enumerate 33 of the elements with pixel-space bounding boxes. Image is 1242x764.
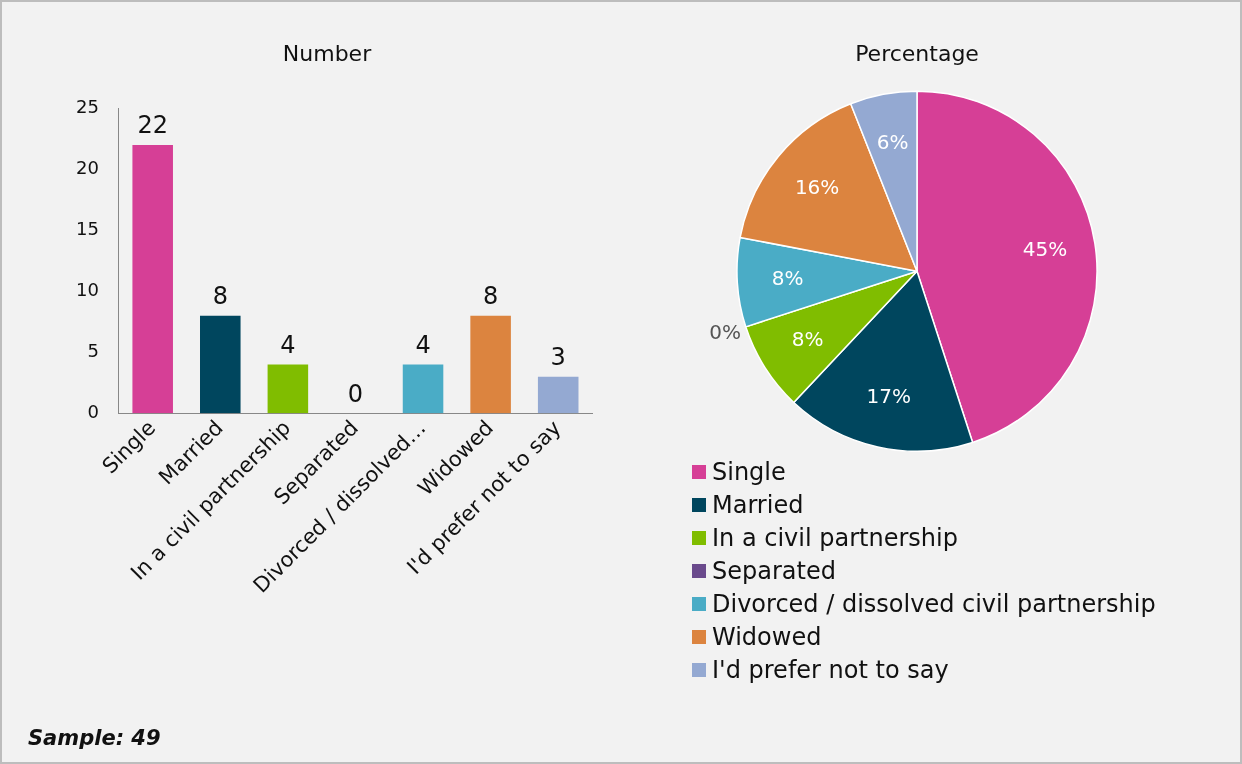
bar [200,315,241,414]
y-tick-label: 5 [87,340,99,362]
data-label: 8 [482,282,499,311]
chart-title: Number [282,40,373,66]
bar [402,364,444,414]
y-tick-label: 25 [76,96,99,118]
legend-label: In a civil partnership [712,524,958,552]
bar [267,364,309,414]
y-tick-label: 10 [76,279,99,301]
data-label: 6% [876,130,909,155]
data-label: 8% [771,265,804,290]
data-label: 3 [550,343,566,372]
chart-title: Percentage [855,40,979,66]
data-label: 22 [137,111,168,140]
data-label: 8 [212,282,228,311]
text: Sample: 49 [28,726,161,750]
y-tick-label: 0 [87,401,99,423]
bar [132,145,173,414]
data-label: 45% [1022,237,1068,262]
data-label: 17% [866,383,911,408]
legend-label: Divorced / dissolved civil partnership [712,590,1156,618]
y-tick-label: 20 [76,157,99,179]
data-label: 4 [415,330,431,359]
data-label: 16% [794,174,840,199]
bar [537,376,579,414]
text: 0% [709,319,742,344]
data-label: 8% [791,326,824,351]
legend-label: Widowed [712,623,822,651]
data-label: 4 [280,330,296,359]
data-label: 0 [347,379,364,408]
bar [470,315,511,414]
legend-label: I'd prefer not to say [712,656,949,684]
y-tick-label: 15 [76,218,99,240]
